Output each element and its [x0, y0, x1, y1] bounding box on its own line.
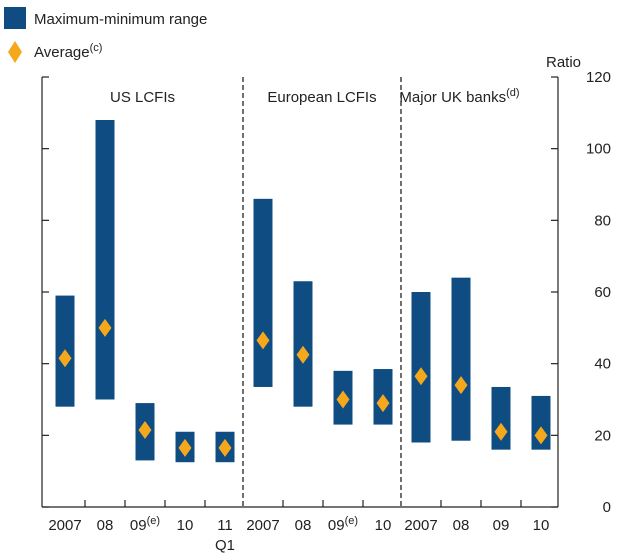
average-marker — [534, 426, 548, 445]
y-tick-label: 80 — [594, 212, 611, 229]
x-tick-label: 10 — [375, 517, 392, 534]
legend-average-label: Average — [34, 44, 90, 61]
x-tick-label-text: 10 — [375, 517, 392, 534]
x-tick-label-sup: (e) — [147, 515, 160, 527]
legend-range-swatch — [4, 7, 26, 29]
panel-labels: US LCFIs European LCFIs Major UK banks(d) — [110, 87, 520, 106]
average-marker — [138, 420, 152, 439]
x-tick-label: 08 — [97, 517, 114, 534]
x-tick-label: 09 — [493, 517, 510, 534]
panel-label: US LCFIs — [110, 89, 175, 106]
x-tick-label-text: 08 — [453, 517, 470, 534]
x-tick-label-text: 09 — [493, 517, 510, 534]
x-tick-label: 10 — [533, 517, 550, 534]
x-tick-label-text: 08 — [97, 517, 114, 534]
x-tick-label-text: 09 — [130, 517, 147, 534]
panel-label-sup: (d) — [506, 87, 519, 99]
x-tick-label-text: 2007 — [404, 517, 437, 534]
y-axis-label: Ratio — [546, 54, 581, 71]
x-tick-label: 08 — [453, 517, 470, 534]
panel-label-text: European LCFIs — [267, 89, 376, 106]
average-marker — [414, 367, 428, 386]
x-tick-label: 2007 — [246, 517, 279, 534]
panel-label-text: US LCFIs — [110, 89, 175, 106]
y-tick-label: 60 — [594, 284, 611, 301]
x-tick-label-text: 10 — [533, 517, 550, 534]
y-tick-label: 120 — [586, 69, 611, 86]
average-marker — [218, 438, 232, 457]
x-tick-label-text: 10 — [177, 517, 194, 534]
legend-range-label: Maximum-minimum range — [34, 11, 207, 28]
average-marker — [58, 349, 72, 368]
average-marker — [376, 394, 390, 413]
x-tick-label-text: 08 — [295, 517, 312, 534]
x-tick-label: 08 — [295, 517, 312, 534]
panel-label: Major UK banks(d) — [399, 87, 519, 106]
average-markers — [58, 318, 548, 457]
x-tick-label: 2007 — [404, 517, 437, 534]
y-tick-label: 100 — [586, 141, 611, 158]
y-tick-label: 40 — [594, 356, 611, 373]
x-tick-label: 09(e) — [328, 515, 358, 534]
range-bar — [451, 277, 471, 441]
panel-label-text: Major UK banks — [399, 89, 506, 106]
range-bar — [95, 120, 115, 400]
range-bars — [55, 120, 551, 463]
y-tick-label: 0 — [603, 499, 611, 516]
x-tick-label: 2007 — [48, 517, 81, 534]
x-tick-label: 11 — [217, 517, 233, 534]
range-bar — [293, 281, 313, 407]
x-tick-label-text: 11 — [217, 517, 233, 534]
legend-average-marker — [8, 41, 22, 63]
range-bar — [253, 198, 273, 387]
x-tick-label: 10 — [177, 517, 194, 534]
average-marker — [256, 331, 270, 350]
legend-average-sup: (c) — [90, 42, 103, 54]
y-tick-label: 20 — [594, 427, 611, 444]
x-tick-label-text: 2007 — [246, 517, 279, 534]
average-marker — [178, 438, 192, 457]
x-tick-label-sup: (e) — [345, 515, 358, 527]
panel-label: European LCFIs — [267, 89, 376, 106]
x-tick-label-text: 09 — [328, 517, 345, 534]
y-axis-ticks: 0 20 40 60 80 100 120 — [42, 69, 611, 516]
average-marker — [454, 376, 468, 395]
legend-average-text: Average(c) — [34, 42, 102, 61]
average-marker — [494, 422, 508, 441]
x-tick-label-text: 2007 — [48, 517, 81, 534]
average-marker — [296, 345, 310, 364]
average-marker — [98, 318, 112, 337]
average-marker — [336, 390, 350, 409]
x-tick-label: 09(e) — [130, 515, 160, 534]
x-tick-sublabel: Q1 — [215, 537, 235, 554]
legend: Maximum-minimum range Average(c) — [4, 7, 207, 63]
